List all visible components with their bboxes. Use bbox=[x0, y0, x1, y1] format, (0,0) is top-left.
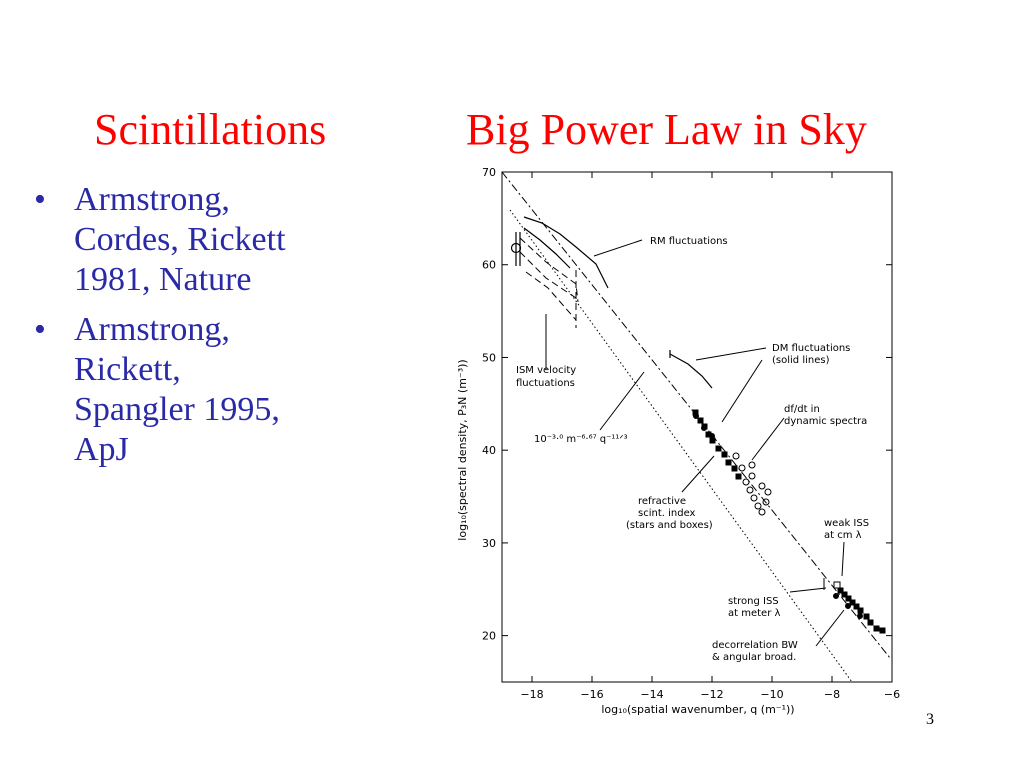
x-tick-label: −16 bbox=[580, 688, 603, 701]
bullet-line: Cordes, Rickett bbox=[74, 221, 286, 258]
x-tick-label: −6 bbox=[884, 688, 900, 701]
bullet-item-1: • Armstrong, Cordes, Rickett 1981, Natur… bbox=[30, 180, 390, 300]
bullet-list: • Armstrong, Cordes, Rickett 1981, Natur… bbox=[30, 180, 390, 480]
fit-equation-label: 10⁻³·⁰ m⁻⁶·⁶⁷ q⁻¹¹ᐟ³ bbox=[534, 434, 628, 445]
plot-frame bbox=[501, 171, 893, 683]
bullet-dot-icon: • bbox=[34, 311, 46, 348]
x-tick-label: −8 bbox=[824, 688, 840, 701]
annotation-strong-line2: at meter λ bbox=[728, 608, 780, 619]
bullet-line: ApJ bbox=[74, 431, 129, 468]
annotation-ism-line1: ISM velocity bbox=[516, 365, 576, 376]
x-tick-label: −18 bbox=[520, 688, 543, 701]
annotation-decor-line1: decorrelation BW bbox=[712, 640, 798, 651]
y-tick-label: 20 bbox=[482, 630, 496, 643]
bullet-line: Armstrong, bbox=[74, 311, 230, 348]
y-tick-label: 50 bbox=[482, 351, 496, 364]
x-tick-labels: −18 −16 −14 −12 −10 −8 −6 bbox=[520, 688, 900, 701]
bullet-line: Armstrong, bbox=[74, 181, 230, 218]
dfdt-circles bbox=[732, 452, 772, 516]
bullet-line: Spangler 1995, bbox=[74, 391, 280, 428]
y-tick-labels: 20 30 40 50 60 70 bbox=[482, 166, 496, 643]
y-tick-label: 40 bbox=[482, 444, 496, 457]
x-tick-label: −14 bbox=[640, 688, 663, 701]
iss-scatter bbox=[823, 578, 886, 634]
slide-title-right: Big Power Law in Sky bbox=[466, 105, 867, 154]
bullet-line: 1981, Nature bbox=[74, 261, 252, 298]
rm-curves bbox=[510, 216, 609, 289]
bullet-item-2: • Armstrong, Rickett, Spangler 1995, ApJ bbox=[30, 310, 390, 470]
annotation-dm-line1: DM fluctuations bbox=[772, 343, 850, 354]
dm-curves bbox=[669, 350, 713, 389]
annotation-weak-line1: weak ISS bbox=[824, 518, 869, 529]
annotation-refr-line2: scint. index bbox=[638, 508, 696, 519]
bullet-line: Rickett, bbox=[74, 351, 181, 388]
annotation-dfdt-line2: dynamic spectra bbox=[784, 416, 867, 427]
annotation-dfdt-line1: df/dt in bbox=[784, 404, 820, 415]
refractive-scatter bbox=[692, 409, 742, 480]
annotation-strong-line1: strong ISS bbox=[728, 596, 779, 607]
fit-line-dotted bbox=[509, 209, 853, 683]
annotation-dm-line2: (solid lines) bbox=[772, 355, 830, 366]
annotation-decor-line2: & angular broad. bbox=[712, 652, 796, 663]
annotation-weak-line2: at cm λ bbox=[824, 530, 862, 541]
annotation-rm: RM fluctuations bbox=[650, 236, 728, 247]
y-tick-label: 60 bbox=[482, 259, 496, 272]
slide-title-left: Scintillations bbox=[94, 105, 327, 154]
x-tick-label: −10 bbox=[760, 688, 783, 701]
bullet-dot-icon: • bbox=[34, 181, 46, 218]
annotation-refr-line1: refractive bbox=[638, 496, 686, 507]
x-axis-label: log₁₀(spatial wavenumber, q (m⁻¹)) bbox=[601, 703, 794, 716]
annotation-ism-line2: fluctuations bbox=[516, 378, 575, 389]
y-tick-label: 70 bbox=[482, 166, 496, 179]
annotation-refr-line3: (stars and boxes) bbox=[626, 520, 713, 531]
power-law-figure: −18 −16 −14 −12 −10 −8 −6 20 30 40 50 60 70 log₁₀(s… bbox=[456, 166, 900, 716]
page-number: 3 bbox=[926, 711, 934, 728]
axis-ticks bbox=[502, 171, 893, 682]
y-tick-label: 30 bbox=[482, 537, 496, 550]
y-axis-label: log₁₀(spectral density, P₃N (m⁻³)) bbox=[456, 359, 469, 540]
leader-lines bbox=[545, 239, 845, 647]
x-tick-label: −12 bbox=[700, 688, 723, 701]
ism-velocity-dashed bbox=[519, 237, 579, 328]
